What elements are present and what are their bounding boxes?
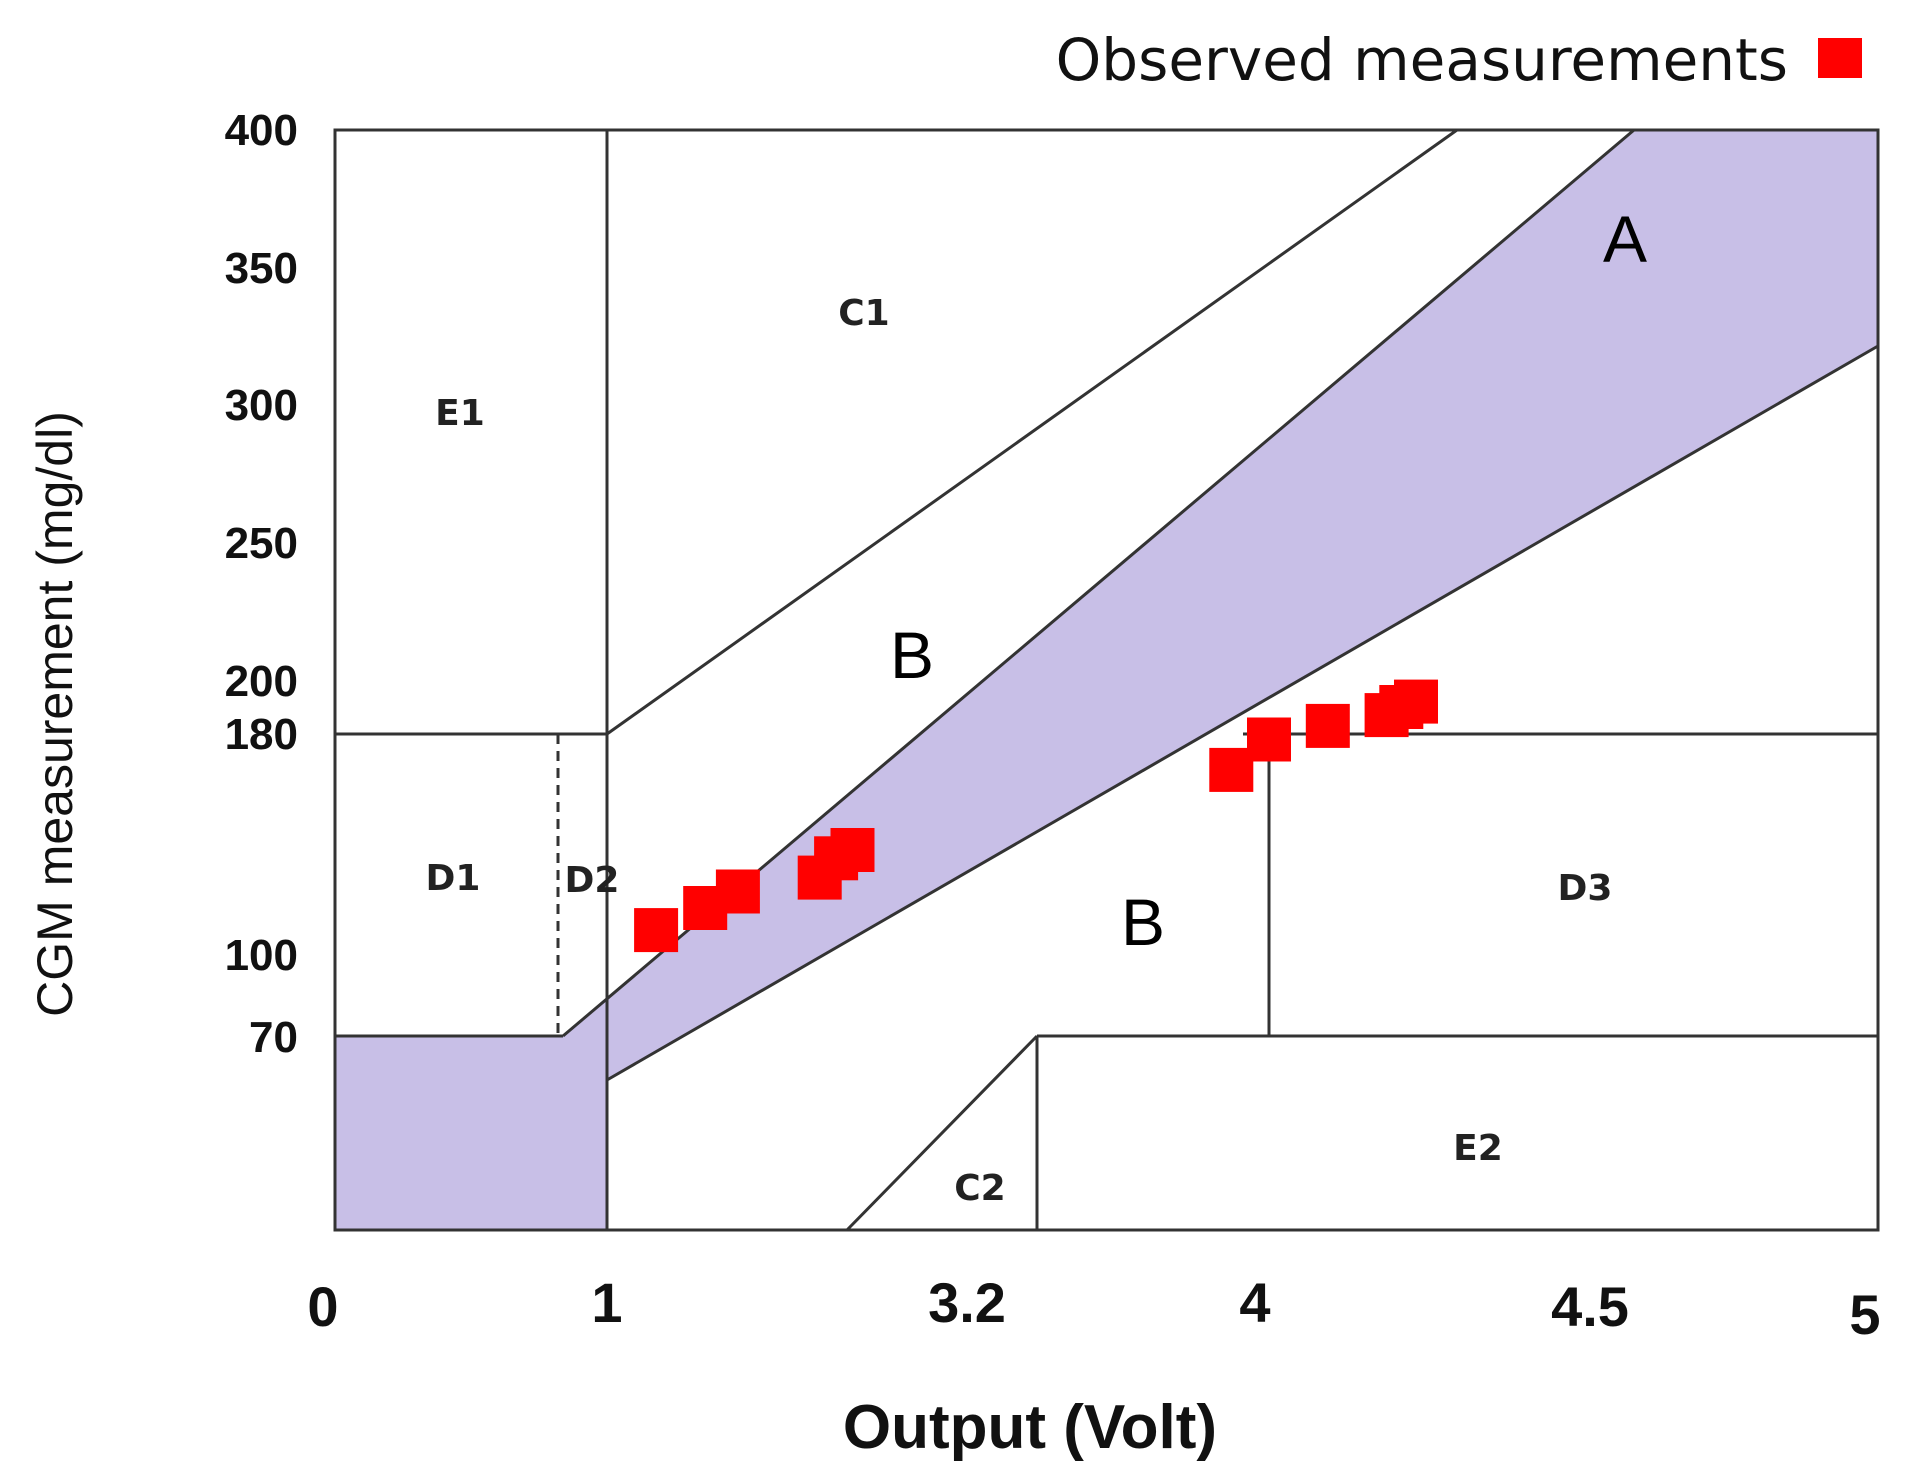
x-tick-0: 0 [307,1275,338,1338]
y-tick-70: 70 [249,1013,298,1062]
observed-points [634,679,1438,953]
observed-point-8 [1247,717,1291,762]
zone-label-b-upper: B [890,618,934,692]
zone-boundaries [335,128,1879,1232]
x-axis-ticks: 0 1 3.2 4 4.5 5 [307,1271,1880,1346]
y-tick-200: 200 [225,657,298,706]
y-tick-300: 300 [225,381,298,430]
observed-point-9 [1305,703,1350,748]
zone-label-d3: D3 [1558,868,1613,909]
y-tick-100: 100 [225,931,298,980]
observed-point-7 [1209,747,1254,792]
y-axis-label: CGM measurement (mg/dl) [27,411,83,1017]
x-tick-3-2: 3.2 [928,1271,1006,1334]
x-axis-label: Output (Volt) [843,1393,1217,1462]
boundary-ab-lower [606,344,1879,1082]
plot-frame [333,128,1880,1232]
zone-label-d1: D1 [426,858,481,899]
y-tick-250: 250 [225,519,298,568]
legend-swatch [1818,38,1862,78]
zone-label-e1: E1 [435,393,485,434]
zone-labels: A B B C1 C2 D1 D2 D3 E1 E2 [426,202,1647,1209]
observed-point-12 [1394,679,1438,724]
zone-label-b-lower: B [1121,885,1165,959]
boundary-c1-upper [606,128,1458,736]
y-axis-ticks: 400 350 300 250 200 180 100 70 [225,106,298,1062]
y-tick-350: 350 [225,244,298,293]
legend-label: Observed measurements [1056,26,1788,94]
boundary-c2-diagonal [845,1034,1039,1232]
observed-point-3 [715,869,760,914]
zone-label-e2: E2 [1453,1128,1503,1169]
y-tick-400: 400 [225,106,298,155]
observed-point-6 [830,828,875,872]
legend: Observed measurements [1056,26,1862,94]
y-tick-180: 180 [225,710,298,759]
x-tick-4-5: 4.5 [1551,1275,1629,1338]
zone-a-region [335,130,1878,1230]
observed-point-1 [634,908,679,953]
zone-label-c1: C1 [838,293,889,334]
x-tick-5: 5 [1849,1283,1880,1346]
zone-label-c2: C2 [954,1168,1005,1209]
x-tick-4: 4 [1239,1271,1270,1334]
zone-label-d2: D2 [565,860,620,901]
x-tick-1: 1 [591,1271,622,1334]
zone-label-a: A [1603,202,1647,276]
